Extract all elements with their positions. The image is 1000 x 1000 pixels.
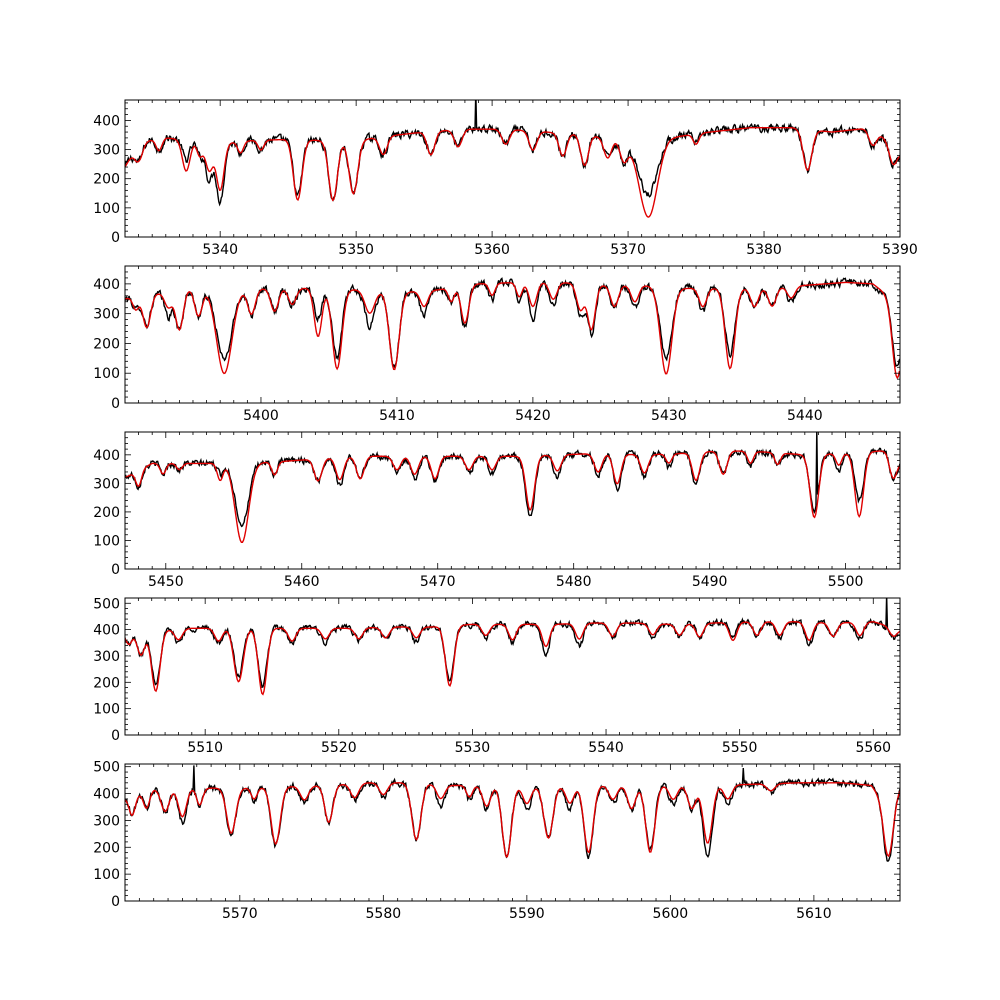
x-tick-label: 5520 bbox=[321, 740, 357, 756]
x-tick-label: 5530 bbox=[455, 740, 491, 756]
y-tick-label: 100 bbox=[93, 867, 120, 883]
y-tick-label: 100 bbox=[93, 366, 120, 382]
x-tick-label: 5360 bbox=[474, 242, 510, 258]
x-tick-label: 5450 bbox=[148, 574, 184, 590]
y-tick-label: 400 bbox=[93, 113, 120, 129]
x-tick-label: 5390 bbox=[882, 242, 918, 258]
x-tick-label: 5490 bbox=[692, 574, 728, 590]
y-tick-label: 500 bbox=[93, 596, 120, 612]
y-tick-label: 500 bbox=[93, 760, 120, 776]
model-spectrum-line bbox=[125, 126, 900, 218]
y-tick-label: 200 bbox=[93, 336, 120, 352]
model-spectrum-line bbox=[125, 450, 900, 543]
y-tick-label: 100 bbox=[93, 533, 120, 549]
x-tick-label: 5340 bbox=[202, 242, 238, 258]
x-tick-label: 5540 bbox=[588, 740, 624, 756]
y-tick-label: 0 bbox=[111, 562, 120, 578]
x-tick-label: 5580 bbox=[366, 906, 402, 922]
y-tick-label: 0 bbox=[111, 230, 120, 246]
model-spectrum-line bbox=[125, 782, 900, 858]
y-tick-label: 0 bbox=[111, 728, 120, 744]
x-tick-label: 5550 bbox=[722, 740, 758, 756]
x-tick-label: 5420 bbox=[515, 408, 551, 424]
spectrum-panel-5: 5570 5580 5590 5600 5610 0 100 200 300 400 500 bbox=[93, 760, 901, 922]
x-tick-label: 5400 bbox=[243, 408, 279, 424]
x-tick-label: 5510 bbox=[187, 740, 223, 756]
y-tick-label: 200 bbox=[93, 505, 120, 521]
axes-frame bbox=[124, 265, 901, 404]
x-tick-label: 5410 bbox=[379, 408, 415, 424]
x-tick-label: 5460 bbox=[284, 574, 320, 590]
spectrum-panel-1: 5340 5350 5360 5370 5380 5390 0 100 200 300 400 bbox=[93, 99, 918, 258]
y-tick-label: 0 bbox=[111, 396, 120, 412]
model-spectrum-line bbox=[125, 281, 900, 380]
y-tick-label: 400 bbox=[93, 448, 120, 464]
spectrum-panel-2: 5400 5410 5420 5430 5440 0 100 200 300 400 bbox=[93, 265, 901, 424]
x-tick-label: 5570 bbox=[222, 906, 258, 922]
x-tick-label: 5590 bbox=[509, 906, 545, 922]
y-tick-label: 400 bbox=[93, 277, 120, 293]
observed-spectrum-line bbox=[125, 276, 900, 369]
axes-frame bbox=[124, 99, 901, 238]
y-tick-label: 300 bbox=[93, 307, 120, 323]
y-tick-label: 300 bbox=[93, 649, 120, 665]
x-tick-label: 5560 bbox=[855, 740, 891, 756]
y-tick-label: 200 bbox=[93, 675, 120, 691]
y-tick-label: 100 bbox=[93, 702, 120, 718]
y-tick-label: 300 bbox=[93, 813, 120, 829]
x-tick-label: 5370 bbox=[610, 242, 646, 258]
x-tick-label: 5610 bbox=[796, 906, 832, 922]
y-tick-label: 200 bbox=[93, 840, 120, 856]
y-tick-label: 0 bbox=[111, 894, 120, 910]
x-tick-label: 5480 bbox=[556, 574, 592, 590]
spectrum-panel-3: 5450 5460 5470 5480 5490 5500 0 100 200 300 400 bbox=[93, 431, 901, 590]
x-tick-label: 5380 bbox=[746, 242, 782, 258]
observed-spectrum-line bbox=[125, 100, 900, 207]
model-spectrum-line bbox=[125, 621, 900, 696]
spectrum-panel-4: 5510 5520 5530 5540 5550 5560 0 100 200 300 400 500 bbox=[93, 596, 901, 756]
y-tick-label: 400 bbox=[93, 787, 120, 803]
y-tick-label: 300 bbox=[93, 143, 120, 159]
x-tick-label: 5430 bbox=[651, 408, 687, 424]
axes-frame bbox=[124, 431, 901, 570]
x-tick-label: 5600 bbox=[653, 906, 689, 922]
y-tick-label: 200 bbox=[93, 172, 120, 188]
y-tick-label: 100 bbox=[93, 201, 120, 217]
y-tick-label: 400 bbox=[93, 623, 120, 639]
x-tick-label: 5350 bbox=[338, 242, 374, 258]
observed-spectrum-line bbox=[125, 432, 900, 528]
x-tick-label: 5470 bbox=[420, 574, 456, 590]
x-tick-label: 5500 bbox=[828, 574, 864, 590]
y-tick-label: 300 bbox=[93, 476, 120, 492]
x-tick-label: 5440 bbox=[787, 408, 823, 424]
